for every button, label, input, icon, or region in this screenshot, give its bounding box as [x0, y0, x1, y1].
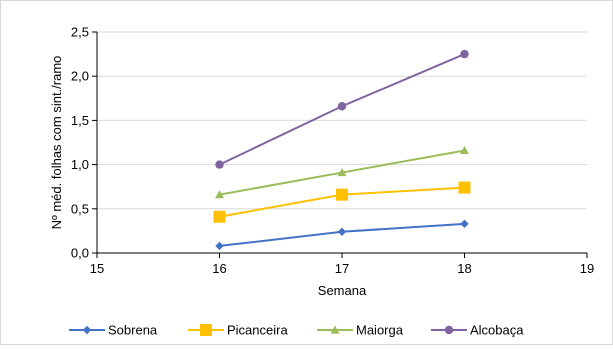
gridlines	[97, 31, 587, 210]
legend: Sobrena Picanceira Maiorga Alcobaça	[69, 323, 524, 338]
series-picanceira	[213, 181, 471, 223]
legend-item: Picanceira	[188, 323, 288, 338]
data-point	[460, 49, 469, 59]
data-point	[213, 210, 226, 223]
data-point	[458, 181, 471, 194]
data-point	[336, 188, 348, 201]
y-tick-label: 2,5	[71, 25, 89, 40]
legend-item: Alcobaça	[431, 323, 524, 338]
y-tick-label: 1,0	[71, 157, 89, 172]
data-point	[337, 102, 347, 111]
y-tick-label: 0,0	[71, 246, 89, 261]
legend-label: Picanceira	[227, 323, 288, 338]
legend-marker	[200, 324, 212, 336]
data-point	[460, 145, 469, 155]
y-tick-label: 2,0	[71, 69, 89, 84]
legend-item: Sobrena	[69, 323, 158, 338]
x-tick-label: 19	[580, 261, 594, 276]
legend-label: Sobrena	[108, 323, 158, 338]
x-tick-label: 15	[90, 261, 104, 276]
legend-label: Alcobaça	[470, 323, 524, 338]
data-point	[337, 227, 347, 236]
series-maiorga	[215, 145, 469, 199]
data-point	[215, 241, 224, 251]
x-tick-label: 17	[335, 261, 349, 276]
series-group	[213, 49, 471, 251]
x-tick-label: 18	[457, 261, 471, 276]
line-chart: 0,0 0,5 1,0 1,5 2,0 2,5 15 16 17 18 19 Semana Nº m…	[49, 25, 594, 338]
legend-item: Maiorga	[317, 323, 404, 338]
legend-marker	[330, 325, 340, 334]
axes: 0,0 0,5 1,0 1,5 2,0 2,5 15 16 17 18 19	[71, 25, 594, 277]
data-point	[460, 219, 469, 229]
y-tick-label: 1,5	[71, 113, 89, 128]
series-alcobaça	[215, 49, 469, 169]
y-axis-title: Nº méd. folhas com sint./ramo	[49, 56, 64, 230]
x-axis-title: Semana	[318, 283, 367, 298]
series-sobrena	[215, 219, 469, 251]
legend-marker	[444, 325, 454, 335]
y-tick-label: 0,5	[71, 201, 89, 216]
data-point	[215, 160, 224, 169]
x-tick-label: 16	[212, 261, 226, 276]
data-point	[337, 168, 347, 177]
legend-marker	[82, 325, 92, 335]
legend-label: Maiorga	[356, 323, 404, 338]
data-point	[215, 190, 224, 199]
